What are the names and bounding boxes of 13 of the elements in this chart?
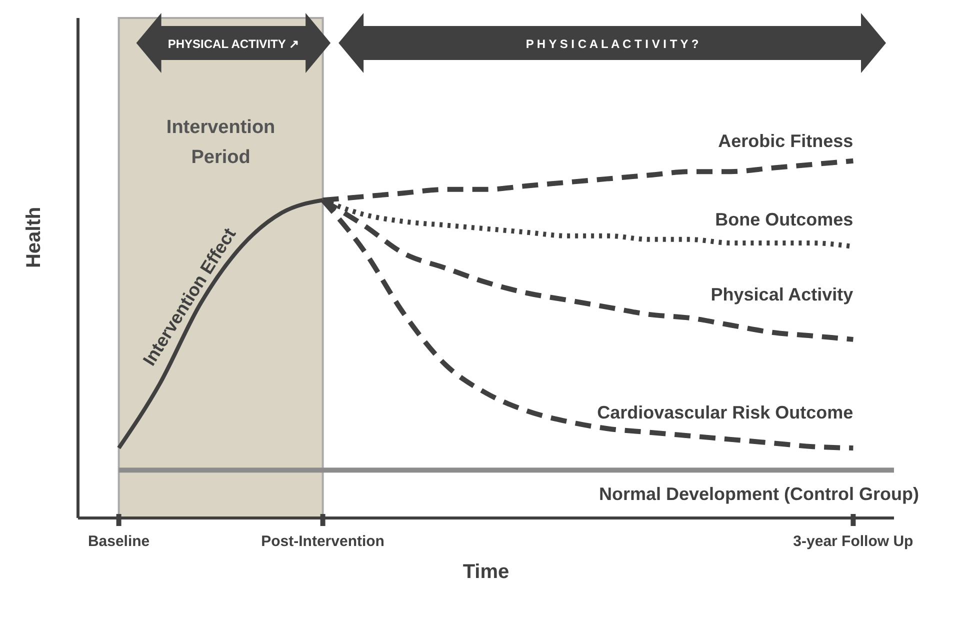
x-tick-label: Post-Intervention	[261, 533, 384, 550]
x-tick-label: Baseline	[88, 533, 150, 550]
series-label: Normal Development (Control Group)	[598, 484, 919, 504]
double-arrow: P H Y S I C A L A C T I V I T Y ?	[338, 13, 886, 73]
series-label: Physical Activity	[710, 284, 854, 304]
y-axis-title: Health	[23, 206, 46, 268]
series-label: Aerobic Fitness	[718, 130, 854, 151]
double-arrow: PHYSICAL ACTIVITY ↗	[136, 13, 331, 73]
series-label: Cardiovascular Risk Outcome	[597, 402, 854, 422]
band-label: Intervention Period	[166, 117, 276, 168]
series-label: Bone Outcomes	[715, 209, 854, 230]
x-axis-title: Time	[462, 561, 510, 583]
x-tick-label: 3-year Follow Up	[793, 533, 914, 550]
